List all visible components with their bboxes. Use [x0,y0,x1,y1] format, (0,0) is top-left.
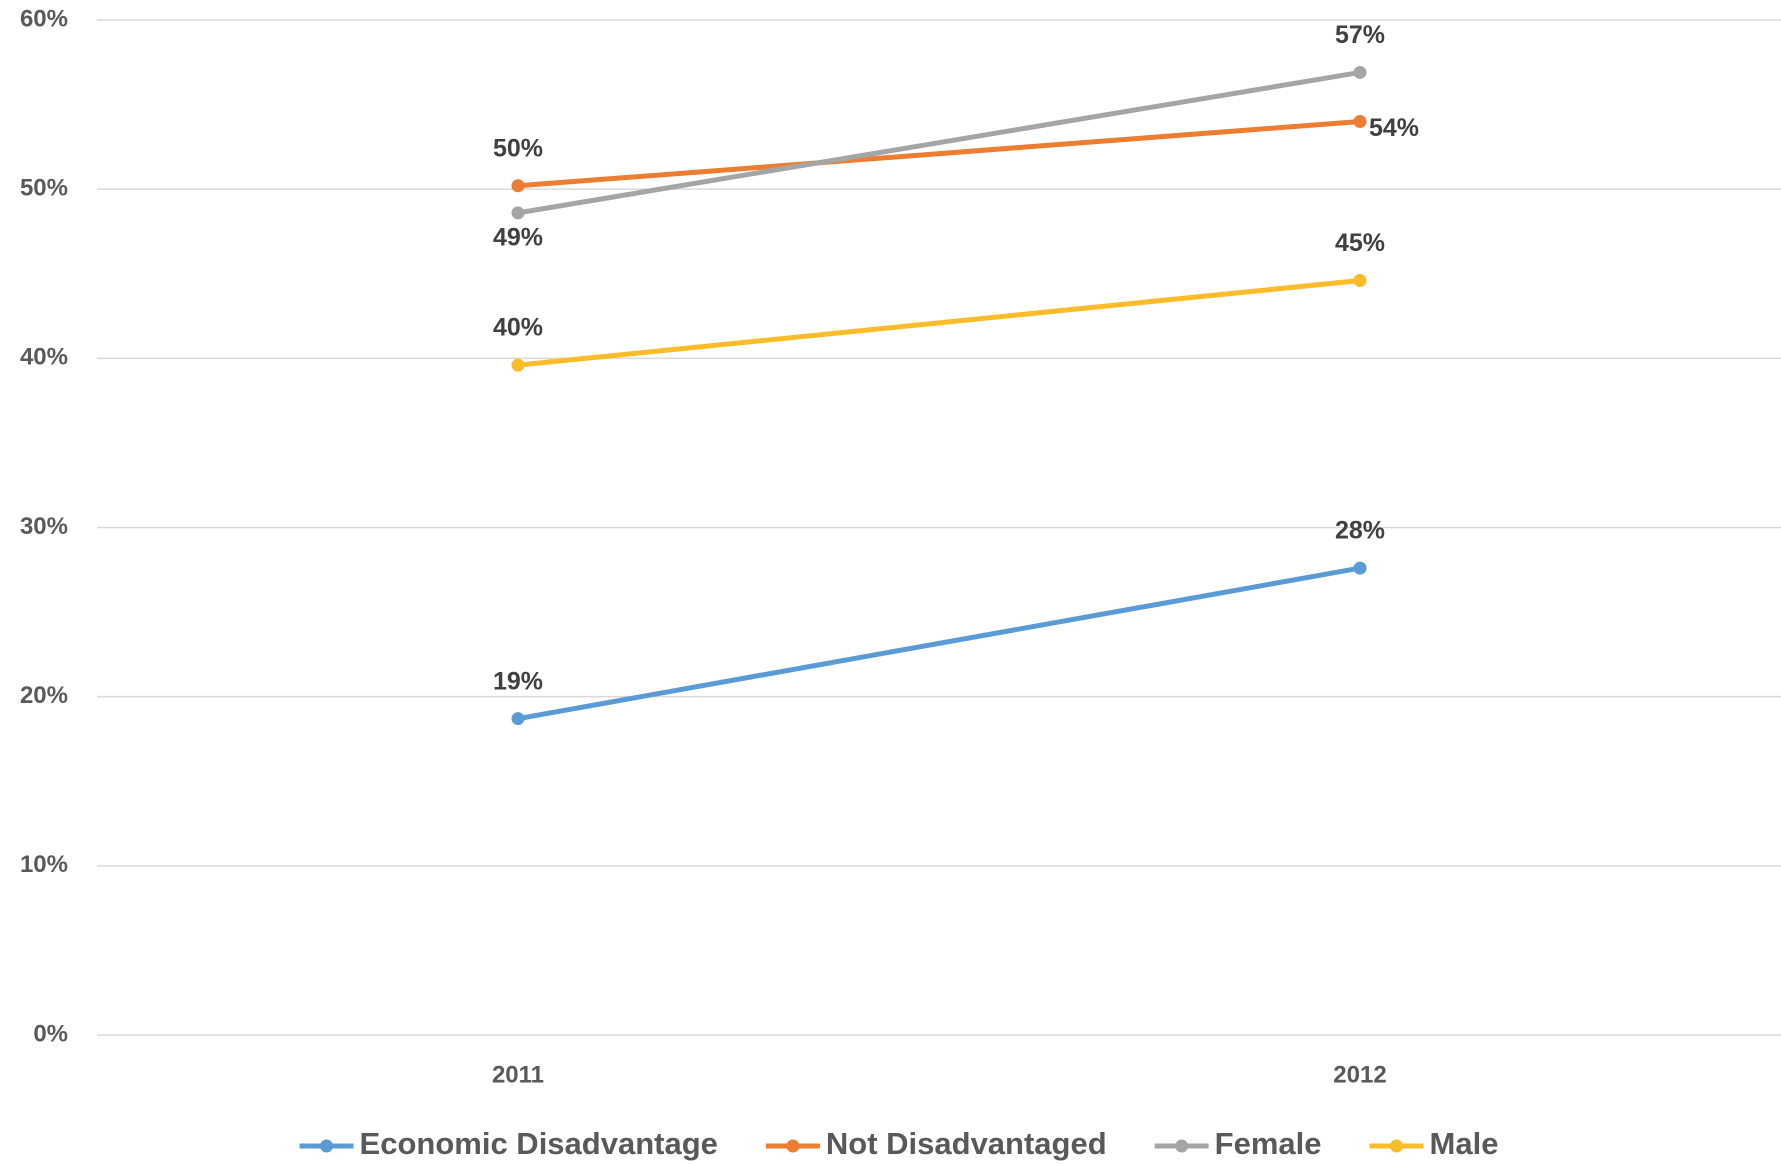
point [1353,561,1367,575]
y-tick-label: 20% [20,682,68,709]
point [511,712,525,726]
point [511,358,525,372]
legend-marker [320,1139,334,1153]
y-tick-label: 50% [20,175,68,202]
legend-label: Economic Disadvantage [360,1126,718,1161]
series-line [515,69,1363,216]
x-tick-label: 2011 [492,1061,544,1088]
x-tick-label: 2012 [1333,1061,1386,1088]
data-label: 40% [493,314,543,342]
data-label: 49% [493,223,543,251]
series-line [515,565,1363,722]
y-tick-label: 30% [20,513,68,540]
data-label: 19% [493,667,543,695]
legend-marker [1390,1139,1404,1153]
data-label: 54% [1369,114,1419,142]
data-label: 57% [1335,21,1385,49]
series-line [515,278,1363,368]
legend-label: Male [1430,1126,1499,1161]
y-tick-label: 0% [33,1020,68,1047]
y-tick-label: 40% [20,344,68,371]
point [511,179,525,193]
point [1353,65,1367,79]
legend-marker [1175,1139,1189,1153]
legend-marker [786,1139,800,1153]
y-tick-label: 10% [20,851,68,878]
data-label: 45% [1335,229,1385,257]
point [1353,115,1367,128]
legend-label: Female [1215,1126,1322,1161]
legend-label: Not Disadvantaged [826,1126,1107,1161]
point [511,206,525,220]
y-tick-label: 60% [20,5,68,32]
data-label: 50% [493,134,543,162]
point [1353,274,1367,288]
data-label: 28% [1335,517,1385,545]
series-line [515,119,1363,189]
